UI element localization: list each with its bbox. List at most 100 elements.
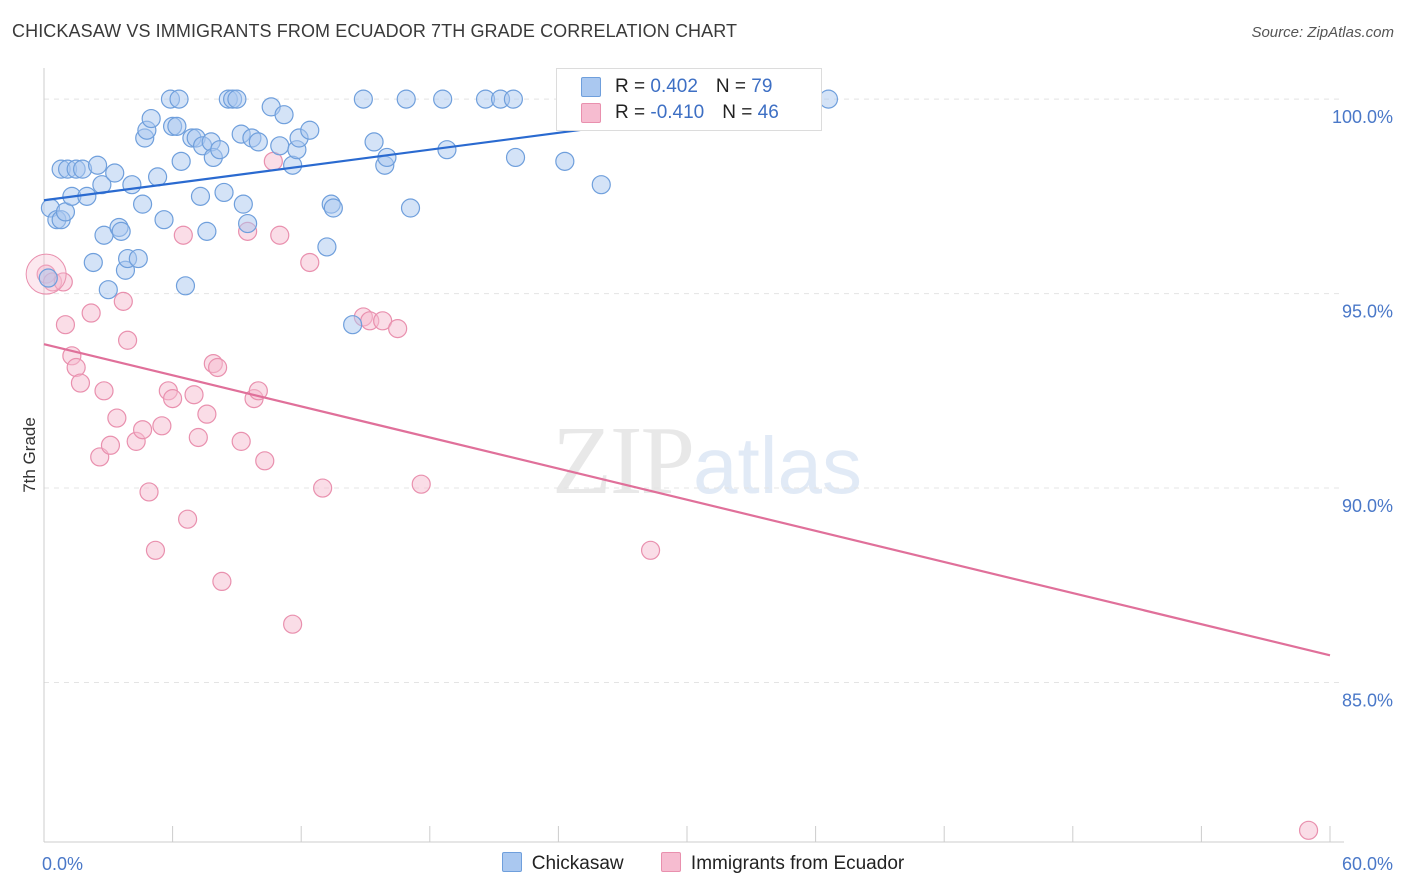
chickasaw-point	[147, 167, 168, 187]
ecuador-point	[373, 311, 393, 331]
y-tick-label: 85.0%	[1342, 691, 1393, 711]
chickasaw-point	[591, 175, 611, 195]
legend-r-label: R =	[615, 76, 651, 97]
legend-r-value: 0.402	[650, 76, 698, 97]
tick-labels: 100.0% 95.0% 90.0% 85.0% 0.0% 60.0% 7th Grade	[20, 107, 1393, 874]
chickasaw-point	[503, 89, 523, 109]
ecuador-point	[313, 478, 333, 498]
ecuador-point	[152, 416, 172, 436]
ecuador-point	[145, 540, 166, 560]
ecuador-point	[208, 357, 228, 378]
ecuador-point	[1298, 820, 1319, 840]
ecuador-point	[100, 435, 121, 455]
ecuador-point	[94, 381, 114, 401]
chickasaw-point	[83, 252, 103, 273]
chickasaw-point	[377, 147, 397, 168]
correlation-legend: R = 0.402 N = 79 R = -0.410 N = 46	[556, 68, 822, 131]
ecuador-point	[640, 540, 661, 560]
chickasaw-point	[111, 221, 131, 241]
legend-label-ecuador: Immigrants from Ecuador	[690, 853, 905, 874]
chickasaw-point	[818, 89, 839, 109]
chickasaw-point	[555, 151, 575, 171]
ecuador-point	[411, 474, 431, 494]
chickasaw-point	[105, 163, 125, 183]
legend-r-value: -0.410	[650, 102, 705, 123]
ecuador-point	[388, 318, 408, 339]
ecuador-point	[70, 373, 91, 393]
ecuador-point	[283, 614, 303, 634]
chickasaw-point	[154, 210, 174, 230]
chickasaw-point	[400, 198, 421, 218]
chickasaw-point	[248, 132, 268, 152]
chickasaw-point	[364, 132, 384, 152]
chickasaw-point	[141, 108, 161, 129]
chickasaw-point	[214, 182, 234, 203]
legend-n-value: 46	[757, 102, 779, 123]
watermark-atlas: atlas	[693, 421, 862, 510]
source-label: Source: ZipAtlas.com	[1251, 24, 1394, 41]
chickasaw-point	[323, 198, 343, 218]
legend-n-value: 79	[751, 76, 773, 97]
chickasaw-point	[171, 151, 191, 171]
chickasaw-point	[169, 89, 189, 109]
chickasaw-point	[505, 147, 526, 168]
chickasaw-point	[233, 194, 253, 214]
chickasaw-point	[270, 136, 290, 156]
chickasaw-point	[98, 280, 118, 300]
ecuador-point	[163, 389, 183, 409]
ecuador-point	[178, 509, 198, 529]
legend-item-chickasaw: Chickasaw	[501, 852, 624, 875]
chickasaw-point	[353, 89, 373, 109]
ecuador-point	[184, 385, 204, 405]
chickasaw-point	[343, 315, 363, 335]
legend-swatch-blue	[581, 76, 601, 97]
trend-lines	[43, 98, 1331, 657]
ecuador-point	[55, 315, 76, 335]
ecuador-point	[270, 225, 290, 245]
ecuador-point	[81, 303, 101, 323]
series-legend: Chickasaw Immigrants from Ecuador	[0, 852, 1406, 875]
chickasaw-point	[317, 237, 337, 257]
legend-row-chickasaw: R = 0.402 N = 79	[581, 76, 772, 100]
ecuador-trend-line	[43, 343, 1331, 657]
x-tick-label: 60.0%	[1342, 854, 1393, 874]
chickasaw-point	[175, 276, 196, 296]
chickasaw-point	[167, 116, 187, 136]
legend-label-chickasaw: Chickasaw	[531, 853, 624, 874]
chickasaw-point	[87, 155, 108, 175]
chickasaw-point	[227, 89, 247, 109]
ecuador-point	[139, 482, 159, 502]
ecuador-point	[255, 451, 275, 471]
chickasaw-point	[396, 89, 416, 109]
ecuador-point	[231, 431, 251, 451]
ecuador-point	[212, 571, 232, 592]
ecuador-point	[117, 330, 138, 350]
ecuador-point	[173, 225, 193, 245]
legend-swatch-pink	[581, 102, 601, 123]
chickasaw-point	[300, 120, 320, 140]
chickasaw-point	[38, 268, 58, 288]
ecuador-point	[188, 427, 208, 448]
chickasaw-point	[122, 175, 142, 195]
legend-swatch-blue	[501, 852, 522, 872]
ecuador-point	[107, 408, 127, 428]
chickasaw-point	[210, 140, 230, 160]
chart-title: CHICKASAW VS IMMIGRANTS FROM ECUADOR 7TH…	[12, 21, 738, 41]
chickasaw-point	[274, 105, 294, 125]
chickasaw-point	[132, 194, 153, 214]
ecuador-point	[113, 291, 133, 311]
chickasaw-point	[437, 140, 457, 160]
ecuador-point	[132, 420, 153, 440]
legend-row-ecuador: R = -0.410 N = 46	[581, 102, 779, 126]
chickasaw-point	[433, 89, 453, 109]
legend-item-ecuador: Immigrants from Ecuador	[660, 852, 905, 875]
ecuador-point	[197, 404, 217, 424]
y-axis-title: 7th Grade	[20, 417, 39, 493]
chickasaw-point	[197, 221, 217, 241]
ecuador-point	[300, 252, 320, 273]
y-tick-label: 95.0%	[1342, 302, 1393, 322]
legend-n-label: N =	[722, 102, 758, 123]
legend-n-label: N =	[715, 76, 752, 97]
chickasaw-point	[128, 248, 148, 269]
